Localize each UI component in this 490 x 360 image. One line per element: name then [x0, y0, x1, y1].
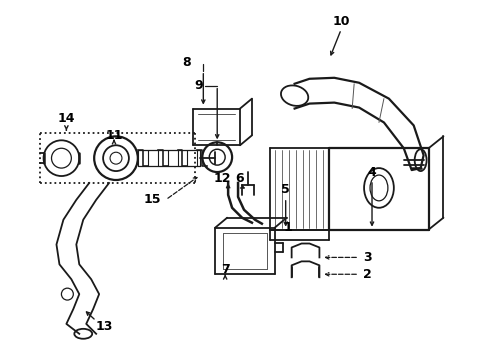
Text: 15: 15: [144, 193, 162, 206]
Text: 1: 1: [283, 221, 292, 234]
Text: 10: 10: [333, 15, 350, 28]
Text: 5: 5: [281, 184, 290, 197]
Text: 4: 4: [368, 166, 376, 179]
Text: 2: 2: [363, 268, 371, 281]
Text: 13: 13: [96, 320, 113, 333]
Text: 7: 7: [221, 263, 229, 276]
Text: 14: 14: [58, 112, 75, 125]
Text: 12: 12: [214, 171, 231, 185]
Text: 3: 3: [363, 251, 371, 264]
Text: 8: 8: [182, 57, 191, 69]
Text: 11: 11: [105, 129, 123, 142]
Text: 6: 6: [236, 171, 245, 185]
Text: 9: 9: [194, 79, 203, 92]
